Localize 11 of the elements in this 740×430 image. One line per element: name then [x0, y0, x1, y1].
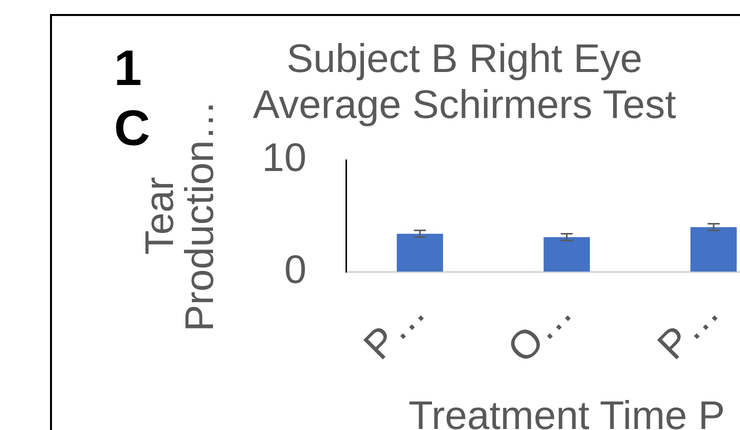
- y-tick-label: 10: [262, 136, 306, 180]
- text: 1: [114, 40, 142, 96]
- x-tick-label: P…: [356, 290, 434, 368]
- x-tick-label: P…: [649, 290, 728, 368]
- bar: [544, 237, 590, 272]
- x-axis-title: Treatment Time P: [408, 394, 725, 430]
- y-tick-label: 0: [284, 248, 306, 292]
- bar: [396, 234, 444, 272]
- chart-title: Subject B Right Eye Average Schirmers Test: [252, 37, 676, 128]
- bar: [690, 227, 737, 272]
- x-tick-label: O…: [500, 290, 581, 372]
